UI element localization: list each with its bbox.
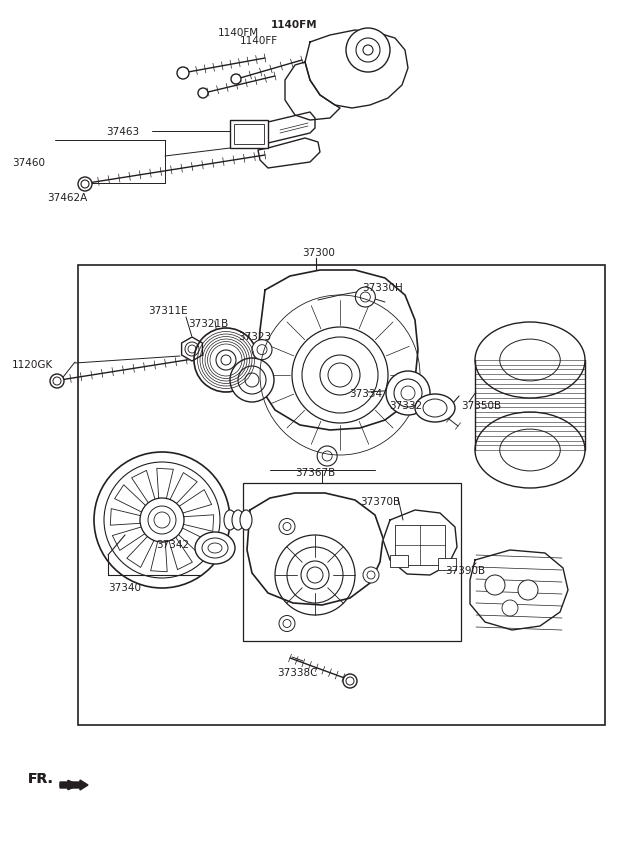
Circle shape <box>320 355 360 395</box>
Ellipse shape <box>224 510 236 530</box>
Polygon shape <box>383 510 457 575</box>
Circle shape <box>194 328 258 392</box>
Circle shape <box>252 340 272 360</box>
Polygon shape <box>112 527 145 550</box>
Ellipse shape <box>240 510 252 530</box>
Text: 1140FM: 1140FM <box>271 20 318 30</box>
Text: 37390B: 37390B <box>445 566 485 576</box>
Circle shape <box>502 600 518 616</box>
Circle shape <box>485 575 505 595</box>
Ellipse shape <box>475 412 585 488</box>
Circle shape <box>231 74 241 84</box>
Circle shape <box>363 567 379 583</box>
Polygon shape <box>470 550 568 630</box>
Polygon shape <box>178 528 209 555</box>
Circle shape <box>94 452 230 588</box>
Bar <box>230 120 268 148</box>
Ellipse shape <box>475 322 585 398</box>
Circle shape <box>279 518 295 534</box>
Text: 37462A: 37462A <box>47 193 87 203</box>
Circle shape <box>409 385 429 405</box>
Polygon shape <box>184 515 214 532</box>
Text: 37463: 37463 <box>106 127 139 137</box>
Circle shape <box>343 674 357 688</box>
Ellipse shape <box>415 394 455 422</box>
Bar <box>390 555 408 567</box>
Text: 37460: 37460 <box>12 158 45 168</box>
Polygon shape <box>179 489 212 513</box>
Circle shape <box>279 616 295 632</box>
Ellipse shape <box>195 532 235 564</box>
Circle shape <box>317 446 337 466</box>
Text: 37330H: 37330H <box>362 283 402 293</box>
Polygon shape <box>258 270 418 430</box>
Polygon shape <box>247 493 383 605</box>
Circle shape <box>230 358 274 402</box>
Text: 37321B: 37321B <box>188 319 228 329</box>
Text: FR.: FR. <box>28 772 54 786</box>
Ellipse shape <box>232 510 244 530</box>
Text: FR.: FR. <box>28 772 54 786</box>
Circle shape <box>386 371 430 415</box>
Polygon shape <box>157 468 173 499</box>
Polygon shape <box>182 337 202 361</box>
Polygon shape <box>115 485 146 512</box>
Text: 1140FF: 1140FF <box>240 36 278 46</box>
Polygon shape <box>127 537 154 567</box>
Text: 1140FM: 1140FM <box>218 28 259 38</box>
Text: 37332: 37332 <box>389 401 422 411</box>
Polygon shape <box>285 62 340 120</box>
Circle shape <box>140 498 184 542</box>
Text: 37370B: 37370B <box>360 497 400 507</box>
Polygon shape <box>170 472 197 504</box>
Text: 37350B: 37350B <box>461 401 501 411</box>
Circle shape <box>78 177 92 191</box>
Text: 37323: 37323 <box>238 332 271 342</box>
Polygon shape <box>169 537 193 570</box>
Bar <box>234 124 264 144</box>
Text: 37334: 37334 <box>349 389 382 399</box>
Polygon shape <box>151 542 167 572</box>
Text: 37311E: 37311E <box>148 306 188 316</box>
Polygon shape <box>110 509 140 525</box>
Circle shape <box>346 28 390 72</box>
Text: 1120GK: 1120GK <box>12 360 53 370</box>
Text: 37300: 37300 <box>302 248 335 258</box>
Text: 37340: 37340 <box>108 583 141 593</box>
Bar <box>243 483 461 641</box>
Polygon shape <box>258 138 320 168</box>
Circle shape <box>50 374 64 388</box>
Text: 37342: 37342 <box>156 540 189 550</box>
Bar <box>78 265 605 725</box>
Circle shape <box>198 88 208 98</box>
Bar <box>438 558 456 570</box>
Circle shape <box>355 287 375 307</box>
Polygon shape <box>265 112 315 143</box>
Polygon shape <box>305 30 408 108</box>
Bar <box>395 525 445 565</box>
FancyArrow shape <box>60 780 88 790</box>
Circle shape <box>177 67 189 79</box>
Circle shape <box>518 580 538 600</box>
Polygon shape <box>131 471 155 503</box>
Text: 37367B: 37367B <box>295 468 335 478</box>
Text: 37338C: 37338C <box>277 668 318 678</box>
Circle shape <box>301 561 329 589</box>
